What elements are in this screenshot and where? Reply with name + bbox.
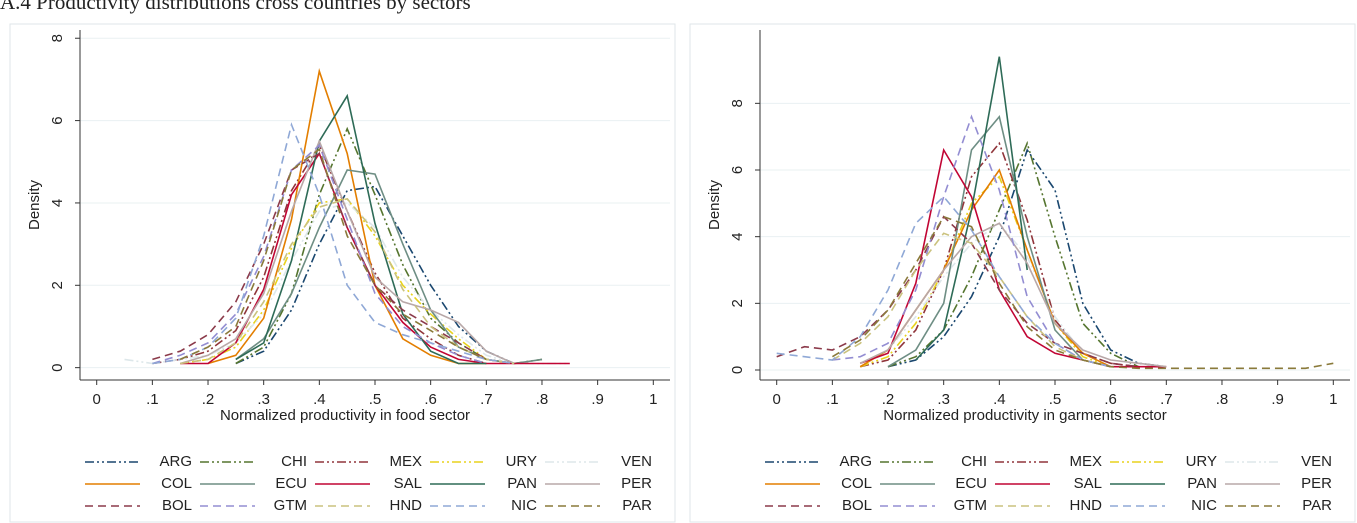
x-tick-label: .6: [424, 391, 437, 408]
density-line: [887, 114, 1111, 368]
legend-label: ECU: [955, 475, 987, 492]
y-axis-label: Density: [26, 179, 43, 230]
density-line: [776, 195, 1111, 368]
legend-label: VEN: [621, 453, 652, 470]
x-tick-label: 1: [649, 391, 657, 408]
density-line: [207, 68, 487, 365]
legend-label: ARG: [839, 453, 872, 470]
x-tick-label: .1: [146, 391, 159, 408]
legend-label: NIC: [511, 497, 537, 514]
legend-label: MEX: [1069, 453, 1102, 470]
x-axis-label: Normalized productivity in food sector: [220, 407, 470, 424]
density-line: [887, 140, 1139, 368]
panel: [9, 23, 676, 523]
legend-label: MEX: [389, 453, 422, 470]
legend-label: SAL: [1074, 475, 1102, 492]
density-line: [152, 122, 515, 365]
x-tick-label: .7: [1160, 391, 1173, 408]
x-tick-label: 0: [93, 391, 101, 408]
density-line: [235, 93, 487, 365]
legend-label: PER: [621, 475, 652, 492]
x-axis-label: Normalized productivity in garments sect…: [883, 407, 1166, 424]
x-tick-label: .4: [313, 391, 326, 408]
density-line: [152, 143, 487, 365]
legend-label: BOL: [842, 497, 872, 514]
x-tick-label: .2: [882, 391, 895, 408]
y-tick-label: 8: [49, 34, 66, 42]
panel: [689, 23, 1356, 523]
legend-label: ARG: [159, 453, 192, 470]
y-tick-label: 4: [729, 232, 746, 240]
legend-label: SAL: [394, 475, 422, 492]
x-tick-label: .3: [257, 391, 270, 408]
legend-label: NIC: [1191, 497, 1217, 514]
y-axis-label: Density: [706, 179, 723, 230]
y-tick-label: 6: [729, 166, 746, 174]
x-tick-label: .7: [480, 391, 493, 408]
x-tick-label: .9: [1271, 391, 1284, 408]
x-tick-label: 1: [1329, 391, 1337, 408]
x-tick-label: .3: [937, 391, 950, 408]
density-line: [179, 139, 515, 365]
legend-label: URY: [1186, 453, 1217, 470]
density-line: [831, 232, 1111, 368]
x-tick-label: .5: [369, 391, 382, 408]
density-line: [915, 56, 1028, 361]
density-line: [124, 202, 570, 365]
y-tick-label: 8: [729, 99, 746, 107]
density-line: [776, 215, 1139, 368]
legend-label: HND: [390, 497, 423, 514]
y-tick-label: 0: [729, 366, 746, 374]
legend-label: BOL: [162, 497, 192, 514]
x-tick-label: .1: [826, 391, 839, 408]
y-tick-label: 2: [729, 299, 746, 307]
x-tick-label: 0: [773, 391, 781, 408]
density-line: [832, 114, 1111, 368]
density-line: [152, 152, 515, 365]
legend-label: GTM: [954, 497, 987, 514]
y-tick-label: 4: [49, 199, 66, 207]
density-line: [860, 141, 1139, 368]
x-tick-label: .8: [1216, 391, 1229, 408]
x-tick-label: .8: [536, 391, 549, 408]
legend-label: ECU: [275, 475, 307, 492]
legend-label: PER: [1301, 475, 1332, 492]
density-line: [887, 148, 1167, 368]
density-line: [179, 148, 487, 361]
legend-label: GTM: [274, 497, 307, 514]
legend-label: PAR: [622, 497, 652, 514]
legend-label: CHI: [961, 453, 987, 470]
legend-label: PAN: [507, 475, 537, 492]
x-tick-label: .6: [1104, 391, 1117, 408]
density-line: [235, 126, 543, 365]
legend-label: COL: [841, 475, 872, 492]
legend-label: COL: [161, 475, 192, 492]
x-tick-label: .9: [591, 391, 604, 408]
density-line: [831, 215, 1334, 370]
legend-label: PAR: [1302, 497, 1332, 514]
y-tick-label: 6: [49, 116, 66, 124]
legend-label: HND: [1070, 497, 1103, 514]
x-tick-label: .5: [1049, 391, 1062, 408]
x-tick-label: .2: [202, 391, 215, 408]
heading: A.4 Productivity distributions cross cou…: [0, 0, 471, 14]
y-tick-label: 0: [49, 363, 66, 371]
y-tick-label: 2: [49, 281, 66, 289]
legend-label: PAN: [1187, 475, 1217, 492]
x-tick-label: .4: [993, 391, 1006, 408]
density-line: [859, 147, 1167, 368]
density-line: [859, 222, 1112, 368]
legend-label: URY: [506, 453, 537, 470]
legend-label: CHI: [281, 453, 307, 470]
density-line: [180, 197, 515, 365]
legend-label: VEN: [1301, 453, 1332, 470]
